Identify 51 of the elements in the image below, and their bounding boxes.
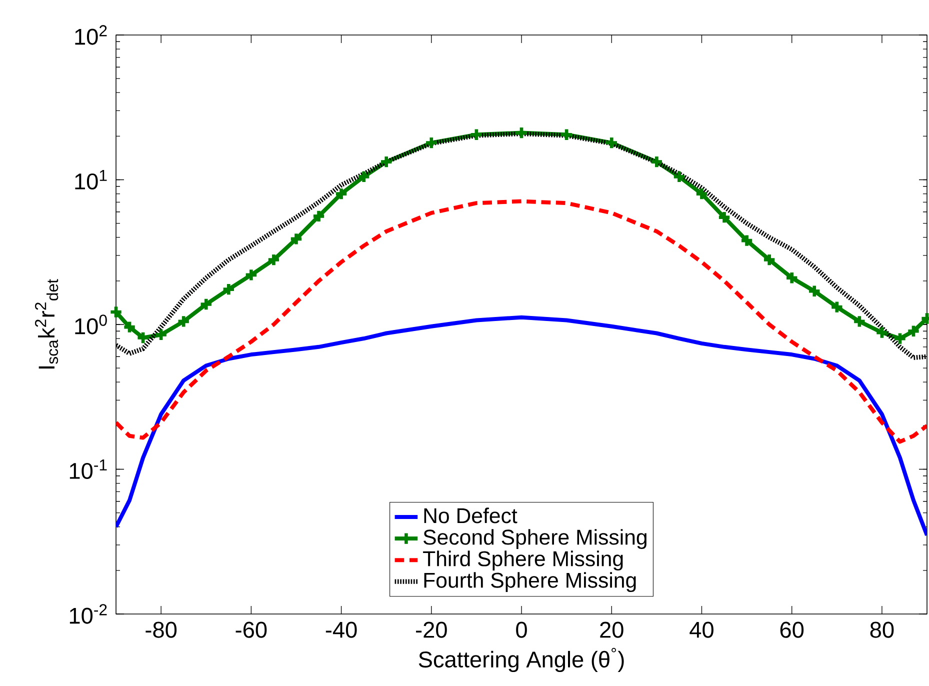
x-tick-label: 60 [780, 622, 804, 638]
point [312, 209, 326, 224]
point [424, 136, 438, 150]
point [199, 297, 214, 312]
point [122, 320, 137, 334]
point [717, 210, 732, 224]
point [874, 326, 889, 340]
point [222, 282, 236, 296]
point [379, 154, 394, 169]
point [784, 270, 799, 285]
point [334, 186, 348, 201]
y-tick-label: 10$^{1}$ [75, 170, 107, 190]
point [136, 330, 150, 345]
point [469, 128, 484, 142]
point [154, 328, 168, 342]
point [356, 170, 371, 184]
point [830, 300, 844, 314]
x-axis-title: Scattering Angle (θ$^{°}$) [418, 648, 624, 672]
legend-label: Second Sphere Missing [424, 529, 646, 550]
x-tick-label: 20 [600, 622, 624, 638]
point [852, 314, 866, 328]
y-axis-title: I$_{sca}$k$^{2}$r$^{2}$det [34, 279, 58, 369]
point [807, 284, 822, 298]
y-tick-label: 10$^{-1}$ [70, 459, 107, 479]
y-tick-label: 10$^{0}$ [75, 314, 107, 334]
x-tick-label: -80 [146, 622, 177, 638]
point [560, 128, 574, 142]
x-tick-label: 80 [870, 622, 894, 638]
y-tick-label: 10$^{2}$ [75, 25, 107, 45]
point [762, 252, 776, 267]
point [740, 234, 754, 248]
x-tick-label: -20 [416, 622, 447, 638]
point [650, 154, 664, 169]
x-tick-label: -40 [326, 622, 357, 638]
point [672, 170, 686, 184]
x-tick-label: 40 [690, 622, 714, 638]
line-series [116, 199, 928, 444]
point [906, 324, 920, 338]
point [604, 136, 619, 150]
x-tick-label: 0 [516, 622, 527, 638]
point [892, 332, 907, 346]
legend-label: No Defect [424, 508, 518, 524]
point [694, 186, 709, 201]
y-tick-label: 10$^{-2}$ [70, 604, 107, 624]
legend-label: Third Sphere Missing [423, 550, 623, 571]
point [244, 268, 258, 282]
x-tick-label: -60 [236, 622, 267, 638]
point [266, 252, 281, 267]
legend-label: Fourth Sphere Missing [424, 572, 636, 592]
point [289, 232, 304, 246]
point [176, 314, 191, 328]
